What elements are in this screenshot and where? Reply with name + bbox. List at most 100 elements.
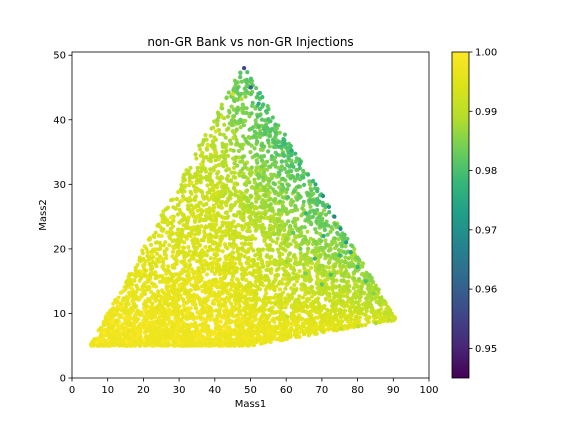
data-point — [277, 254, 282, 259]
data-point — [200, 142, 205, 147]
data-point — [226, 214, 231, 219]
data-point — [161, 321, 166, 326]
data-point — [207, 190, 212, 195]
data-point — [277, 199, 283, 204]
data-point — [234, 269, 239, 274]
data-point — [224, 257, 229, 262]
data-point — [223, 336, 228, 341]
data-point — [126, 310, 131, 315]
data-point — [200, 263, 205, 268]
data-point — [297, 260, 303, 265]
data-point — [287, 294, 292, 299]
data-point — [314, 230, 319, 235]
data-point — [235, 286, 240, 291]
data-point — [252, 177, 257, 182]
data-point — [334, 328, 340, 333]
data-point — [244, 316, 249, 321]
data-point — [244, 195, 249, 200]
data-point — [235, 141, 240, 146]
data-point — [220, 144, 225, 149]
data-point — [254, 152, 260, 157]
data-point — [235, 342, 240, 347]
data-point — [125, 299, 130, 304]
data-point — [204, 297, 209, 303]
data-point — [310, 248, 315, 254]
data-point — [260, 229, 265, 235]
data-point — [200, 327, 205, 332]
data-point — [273, 164, 278, 169]
data-point — [306, 271, 311, 276]
data-point — [249, 325, 254, 330]
data-point — [314, 315, 319, 320]
data-point — [283, 222, 288, 227]
data-point — [349, 311, 354, 317]
data-point — [219, 102, 224, 107]
data-point — [278, 312, 283, 317]
data-point — [182, 331, 187, 336]
data-point — [244, 106, 249, 111]
data-point — [284, 210, 290, 215]
data-point — [247, 229, 252, 234]
data-point — [230, 129, 235, 134]
data-point — [186, 206, 191, 212]
data-point — [326, 285, 331, 290]
data-point — [197, 227, 202, 232]
data-point — [157, 342, 162, 347]
data-point — [223, 210, 228, 215]
data-point — [223, 341, 228, 346]
data-point — [323, 290, 328, 295]
data-point — [204, 201, 209, 207]
data-point — [186, 273, 191, 278]
data-point — [330, 239, 335, 244]
data-point — [273, 173, 278, 178]
data-point — [346, 274, 352, 279]
data-point — [113, 297, 118, 303]
data-point — [156, 247, 161, 252]
data-point — [313, 246, 318, 251]
data-point — [200, 150, 205, 156]
data-point — [191, 316, 196, 321]
data-point — [239, 272, 244, 277]
data-point — [215, 242, 220, 247]
data-point — [213, 137, 218, 142]
data-point — [272, 258, 277, 263]
data-point — [256, 337, 261, 342]
data-point — [288, 326, 294, 331]
data-point — [268, 227, 273, 232]
data-point — [190, 207, 195, 212]
data-point — [336, 248, 342, 253]
data-point — [284, 236, 289, 241]
data-point — [275, 236, 280, 241]
data-point — [217, 257, 222, 262]
data-point — [255, 261, 260, 266]
data-point — [255, 276, 260, 281]
data-point — [292, 303, 297, 308]
data-point — [193, 173, 198, 178]
data-point — [343, 255, 348, 260]
data-point — [193, 152, 198, 157]
data-point — [141, 283, 146, 288]
data-point — [251, 248, 256, 253]
data-point — [258, 134, 263, 139]
data-point — [172, 265, 177, 270]
data-point — [149, 335, 154, 340]
data-point — [208, 167, 213, 172]
data-point — [164, 301, 169, 306]
data-point — [262, 234, 267, 239]
data-point — [222, 268, 227, 273]
data-point — [255, 326, 260, 332]
data-point — [200, 208, 205, 214]
data-point — [121, 296, 126, 301]
data-point — [299, 316, 304, 321]
data-point — [289, 202, 294, 207]
data-point — [266, 299, 271, 304]
data-point — [351, 292, 357, 297]
data-point — [148, 329, 153, 334]
data-point — [276, 218, 281, 224]
data-point — [242, 305, 247, 311]
data-point — [158, 279, 163, 284]
data-point — [133, 296, 139, 301]
data-point — [126, 290, 132, 295]
data-point — [216, 299, 221, 304]
